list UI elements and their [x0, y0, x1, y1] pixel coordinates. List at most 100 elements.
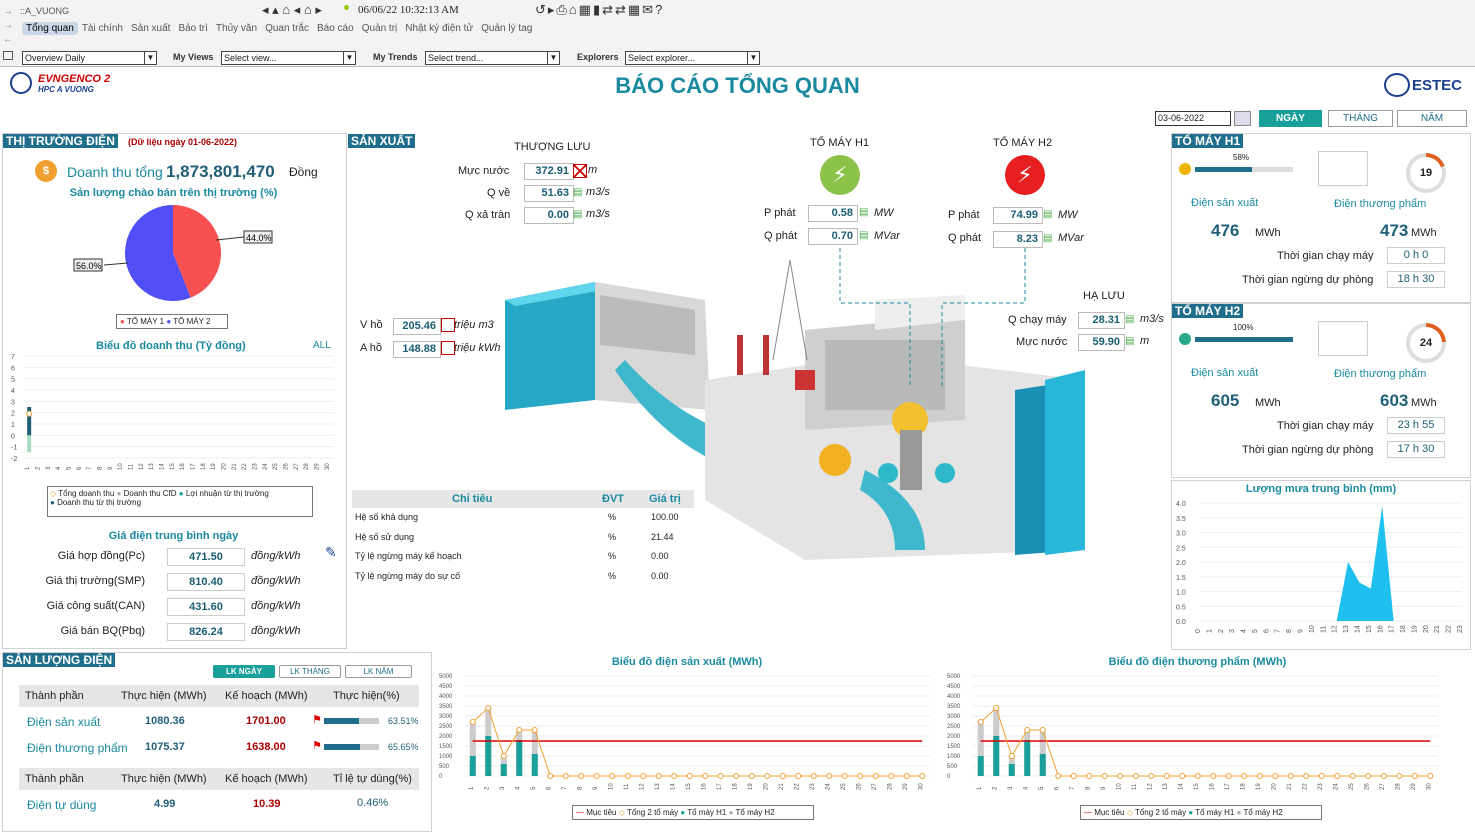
pie-legend: ● TỔ MÁY 1 ● TỔ MÁY 2 [116, 314, 228, 329]
x-tick-label: 14 [670, 783, 676, 790]
calendar-icon[interactable] [1234, 111, 1251, 126]
x-tick-label: 11 [1320, 626, 1327, 633]
tab-0[interactable]: Tổng quan [22, 22, 78, 35]
tab-7[interactable]: Quản trị [361, 23, 398, 34]
kpi-unit: % [608, 551, 617, 561]
checkbox[interactable] [3, 51, 13, 60]
nav-icons[interactable]: ◂ ▴ ⌂ ◂ ⌂ ▸ [262, 2, 322, 17]
coin-icon: $ [35, 160, 57, 182]
date-input[interactable]: 03-06-2022 [1155, 111, 1231, 126]
price-label: Giá hợp đồng(Pc) [57, 550, 145, 562]
total-point [1101, 773, 1108, 779]
overview-select[interactable]: Overview Daily ▼ [22, 51, 157, 65]
x-tick-label: 28 [304, 463, 310, 470]
day-button[interactable]: NGÀY [1259, 110, 1322, 127]
bar-h1 [531, 754, 538, 776]
row-actual: 4.99 [154, 798, 176, 810]
tab-3[interactable]: Bảo trì [178, 23, 208, 34]
all-link[interactable]: ALL [313, 340, 331, 351]
kpi-name: Tỷ lệ ngừng máy kế hoạch [355, 551, 462, 561]
x-tick-label: 5 [1039, 786, 1045, 790]
lk-month-button[interactable]: LK THÁNG [279, 665, 341, 678]
unit-prod-label: Điện sản xuất [1191, 197, 1259, 209]
x-tick-label: 12 [639, 783, 645, 790]
x-tick-label: 23 [253, 463, 259, 470]
trend-icon[interactable]: ▤ [1043, 233, 1053, 244]
x-tick-label: 6 [546, 786, 552, 790]
tab-6[interactable]: Báo cáo [316, 23, 354, 34]
total-point [993, 705, 1000, 711]
logo-sub: HPC A VUONG [38, 85, 94, 94]
tab-4[interactable]: Thủy văn [215, 23, 258, 34]
x-tick-label: 3 [1008, 786, 1014, 790]
price-value: 431.60 [167, 598, 245, 616]
x-tick-label: 15 [1366, 625, 1373, 633]
x-tick-label: 19 [748, 783, 754, 790]
prod-chart: 0 500 1000 1500 2000 2500 3000 3500 4000 4500 5000… [439, 674, 930, 790]
leader-line [103, 262, 129, 266]
tick-label: 2 [11, 411, 15, 418]
edit-icon[interactable]: ✎ [325, 544, 337, 560]
aho-unit: triệu kWh [454, 342, 501, 354]
trend-icon[interactable]: ▤ [859, 207, 869, 218]
tab-8[interactable]: Nhật ký điện tử [405, 23, 474, 34]
lk-day-button[interactable]: LK NGÀY [213, 665, 275, 678]
back-arrow-icon[interactable]: ← [3, 34, 13, 45]
trend-icon[interactable]: ▤ [859, 230, 869, 241]
kpi-value: 21.44 [651, 531, 674, 542]
myviews-label: My Views [173, 52, 214, 62]
plant-illustration [505, 260, 1085, 560]
unit-stand-value: 18 h 30 [1387, 271, 1445, 288]
bar-h2 [531, 730, 538, 776]
total-point [717, 773, 724, 779]
trend-icon[interactable]: ▤ [1125, 314, 1135, 325]
pct-bar-fill [324, 718, 359, 724]
revenue-value: 1,873,801,470 [166, 162, 275, 181]
tick-label: 3500 [439, 704, 453, 710]
x-tick-label: 23 [1318, 783, 1324, 790]
total-point [826, 773, 833, 779]
row-name: Điện tự dùng [27, 798, 97, 812]
trend-icon[interactable]: ▤ [573, 209, 583, 220]
explorers-select[interactable]: Select explorer... ▼ [625, 51, 760, 65]
unit-comm-label: Điện thương phẩm [1334, 368, 1427, 380]
total-point [977, 719, 984, 725]
lk-year-button[interactable]: LK NĂM [345, 665, 412, 678]
year-button[interactable]: NĂM [1397, 110, 1467, 127]
x-tick-label: 6 [77, 466, 83, 470]
legend-item: Tổ máy H1 [687, 808, 727, 817]
month-button[interactable]: THÁNG [1328, 110, 1393, 127]
x-tick-label: 17 [1389, 625, 1396, 633]
x-tick-label: 12 [1332, 625, 1339, 633]
tab-2[interactable]: Sản xuất [130, 23, 171, 34]
tick-label: 5000 [439, 674, 453, 680]
x-tick-label: 15 [686, 783, 692, 790]
unit-prod-value: 605 [1211, 391, 1240, 410]
arrow-icon[interactable]: → [3, 6, 13, 17]
arrow-icon[interactable]: → [3, 20, 13, 31]
tab-5[interactable]: Quan trắc [265, 23, 309, 34]
h2-status-icon: ⚡ [1005, 155, 1045, 195]
trend-icon[interactable]: ▤ [573, 187, 583, 198]
total-point [1241, 773, 1248, 779]
x-tick-label: 4 [1241, 629, 1248, 633]
q-unit: MVar [874, 230, 900, 242]
trend-icon[interactable]: ▤ [1043, 209, 1053, 220]
output-title: SẢN LƯỢNG ĐIỆN [3, 653, 116, 667]
toolbar-icons[interactable]: ↺▸⎙⌂▦▮⇄⇄▦✉? [535, 2, 665, 17]
myviews-select[interactable]: Select view... ▼ [221, 51, 356, 65]
unit-prod-value: 476 [1211, 221, 1240, 240]
total-point [1287, 773, 1294, 779]
legend-item: Tổ máy H1 [1195, 808, 1235, 817]
price-unit: đồng/kWh [251, 625, 301, 637]
tab-1[interactable]: Tài chính [81, 23, 123, 34]
total-point [733, 773, 740, 779]
x-tick-label: 1 [977, 786, 983, 790]
x-tick-label: 30 [1426, 783, 1432, 790]
trend-icon[interactable]: ▤ [1125, 336, 1135, 347]
tab-9[interactable]: Quản lý tag [481, 23, 533, 34]
rain-panel [1171, 480, 1471, 650]
mytrends-select[interactable]: Select trend... ▼ [425, 51, 560, 65]
total-point [1427, 773, 1434, 779]
tick-label: 4000 [947, 694, 961, 700]
